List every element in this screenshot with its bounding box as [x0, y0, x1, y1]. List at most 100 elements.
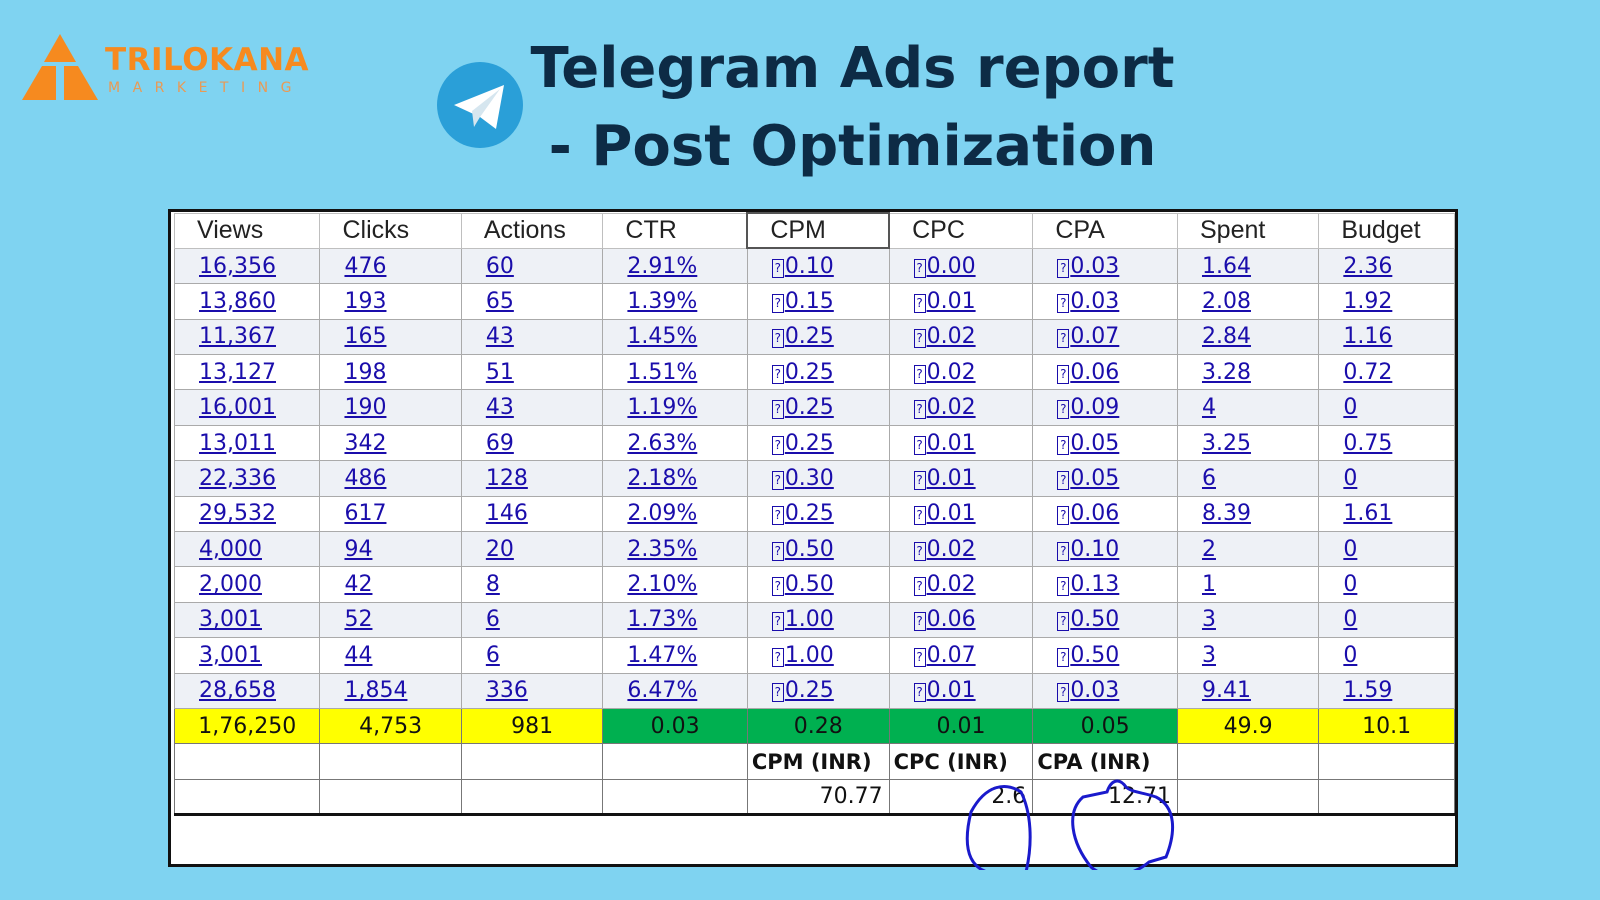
cell-budget[interactable]: 2.36 — [1318, 247, 1455, 285]
cell-link[interactable]: 476 — [344, 253, 387, 279]
cell-clicks[interactable]: 42 — [319, 566, 462, 603]
cell-cpc[interactable]: ? 0.01 — [888, 460, 1034, 497]
cell-budget[interactable]: 1.92 — [1318, 283, 1455, 320]
cell-cpm[interactable]: ? 1.00 — [746, 637, 890, 674]
cell-link[interactable]: 1.00 — [784, 607, 834, 633]
cell-link[interactable]: 0.25 — [784, 430, 834, 456]
cell-link[interactable]: 2 — [1201, 536, 1216, 562]
cell-link[interactable]: 1.39% — [627, 288, 698, 314]
cell-link[interactable]: 0.50 — [1070, 642, 1120, 668]
cell-link[interactable]: 0.02 — [926, 395, 976, 421]
cell-link[interactable]: 65 — [485, 288, 514, 314]
cell-link[interactable]: 1,854 — [344, 678, 408, 704]
cell-clicks[interactable]: 52 — [319, 601, 462, 639]
cell-cpm[interactable]: ? 0.50 — [746, 566, 890, 603]
cell-spent[interactable]: 4 — [1176, 389, 1320, 426]
column-header-cpa[interactable]: CPA — [1032, 212, 1178, 249]
cell-link[interactable]: 190 — [344, 395, 387, 421]
cell-clicks[interactable]: 190 — [319, 389, 462, 426]
cell-spent[interactable]: 3.25 — [1176, 424, 1320, 462]
cell-link[interactable]: 0.06 — [1070, 359, 1120, 385]
inr-label-cell[interactable] — [460, 743, 604, 780]
cell-ctr[interactable]: 2.91% — [602, 247, 748, 285]
cell-link[interactable]: 60 — [485, 253, 514, 279]
cell-spent[interactable]: 1 — [1176, 566, 1320, 603]
cell-clicks[interactable]: 486 — [319, 460, 462, 497]
cell-link[interactable]: 0.25 — [784, 501, 834, 527]
cell-cpc[interactable]: ? 0.01 — [888, 283, 1034, 320]
cell-link[interactable]: 0.05 — [1070, 465, 1120, 491]
cell-link[interactable]: 0.00 — [926, 253, 976, 279]
inr-label-cell[interactable] — [319, 743, 462, 780]
cell-link[interactable]: 0 — [1343, 465, 1358, 491]
cell-link[interactable]: 0.02 — [926, 536, 976, 562]
cell-views[interactable]: 22,336 — [173, 460, 321, 497]
cell-link[interactable]: 4 — [1201, 395, 1216, 421]
cell-link[interactable]: 22,336 — [199, 465, 276, 491]
cell-cpa[interactable]: ? 0.10 — [1032, 531, 1178, 568]
cell-link[interactable]: 0.30 — [784, 465, 834, 491]
cell-link[interactable]: 0.25 — [784, 395, 834, 421]
cell-link[interactable]: 13,127 — [199, 359, 276, 385]
cell-actions[interactable]: 6 — [460, 601, 604, 639]
cell-views[interactable]: 16,001 — [173, 389, 321, 426]
cell-cpm[interactable]: ? 0.50 — [746, 531, 890, 568]
cell-cpa[interactable]: ? 0.50 — [1032, 601, 1178, 639]
cell-clicks[interactable]: 165 — [319, 318, 462, 356]
cell-views[interactable]: 28,658 — [173, 672, 321, 709]
cell-views[interactable]: 3,001 — [173, 601, 321, 639]
cell-link[interactable]: 69 — [485, 430, 514, 456]
cell-cpm[interactable]: ? 0.25 — [746, 354, 890, 391]
cell-link[interactable]: 11,367 — [199, 324, 276, 350]
cell-budget[interactable]: 0.72 — [1318, 354, 1455, 391]
cell-cpm[interactable]: ? 0.25 — [746, 318, 890, 356]
cell-link[interactable]: 2.09% — [627, 501, 698, 527]
cell-link[interactable]: 1.92 — [1343, 288, 1393, 314]
cell-cpa[interactable]: ? 0.03 — [1032, 247, 1178, 285]
cell-cpc[interactable]: ? 0.02 — [888, 354, 1034, 391]
total-cpm[interactable]: 0.28 — [746, 707, 890, 745]
cell-spent[interactable]: 8.39 — [1176, 495, 1320, 533]
cell-link[interactable]: 0.72 — [1343, 359, 1393, 385]
cell-link[interactable]: 94 — [344, 536, 373, 562]
cell-cpc[interactable]: ? 0.01 — [888, 672, 1034, 709]
column-header-spent[interactable]: Spent — [1176, 212, 1320, 249]
cell-cpc[interactable]: ? 0.02 — [888, 566, 1034, 603]
cell-link[interactable]: 28,658 — [199, 678, 276, 704]
cell-cpm[interactable]: ? 0.10 — [746, 247, 890, 285]
cell-views[interactable]: 2,000 — [173, 566, 321, 603]
cell-cpm[interactable]: ? 0.15 — [746, 283, 890, 320]
cell-link[interactable]: 0.25 — [784, 678, 834, 704]
inr-value-cell[interactable] — [1318, 778, 1455, 817]
cell-ctr[interactable]: 2.35% — [602, 531, 748, 568]
cell-link[interactable]: 0.13 — [1070, 572, 1120, 598]
cell-link[interactable]: 0 — [1343, 536, 1358, 562]
cell-link[interactable]: 0.75 — [1343, 430, 1393, 456]
cell-budget[interactable]: 0.75 — [1318, 424, 1455, 462]
cell-link[interactable]: 1.64 — [1201, 253, 1251, 279]
cell-ctr[interactable]: 1.45% — [602, 318, 748, 356]
cell-link[interactable]: 6 — [485, 607, 500, 633]
cell-link[interactable]: 0.01 — [926, 501, 976, 527]
cell-clicks[interactable]: 94 — [319, 531, 462, 568]
cell-link[interactable]: 0.07 — [926, 642, 976, 668]
cell-link[interactable]: 6 — [1201, 465, 1216, 491]
inr-value-cell[interactable]: 2.6 — [888, 778, 1034, 817]
cell-cpa[interactable]: ? 0.05 — [1032, 424, 1178, 462]
cell-link[interactable]: 16,001 — [199, 395, 276, 421]
column-header-views[interactable]: Views — [173, 212, 321, 249]
cell-link[interactable]: 52 — [344, 607, 373, 633]
inr-label-cell[interactable]: CPA (INR) — [1032, 743, 1178, 780]
cell-actions[interactable]: 146 — [460, 495, 604, 533]
cell-cpa[interactable]: ? 0.06 — [1032, 495, 1178, 533]
cell-link[interactable]: 0.03 — [1070, 678, 1120, 704]
cell-link[interactable]: 2.63% — [627, 430, 698, 456]
inr-label-cell[interactable] — [173, 743, 321, 780]
cell-clicks[interactable]: 1,854 — [319, 672, 462, 709]
cell-link[interactable]: 43 — [485, 395, 514, 421]
cell-spent[interactable]: 2.84 — [1176, 318, 1320, 356]
cell-link[interactable]: 1.45% — [627, 324, 698, 350]
cell-link[interactable]: 0.01 — [926, 288, 976, 314]
cell-spent[interactable]: 9.41 — [1176, 672, 1320, 709]
cell-link[interactable]: 9.41 — [1201, 678, 1251, 704]
